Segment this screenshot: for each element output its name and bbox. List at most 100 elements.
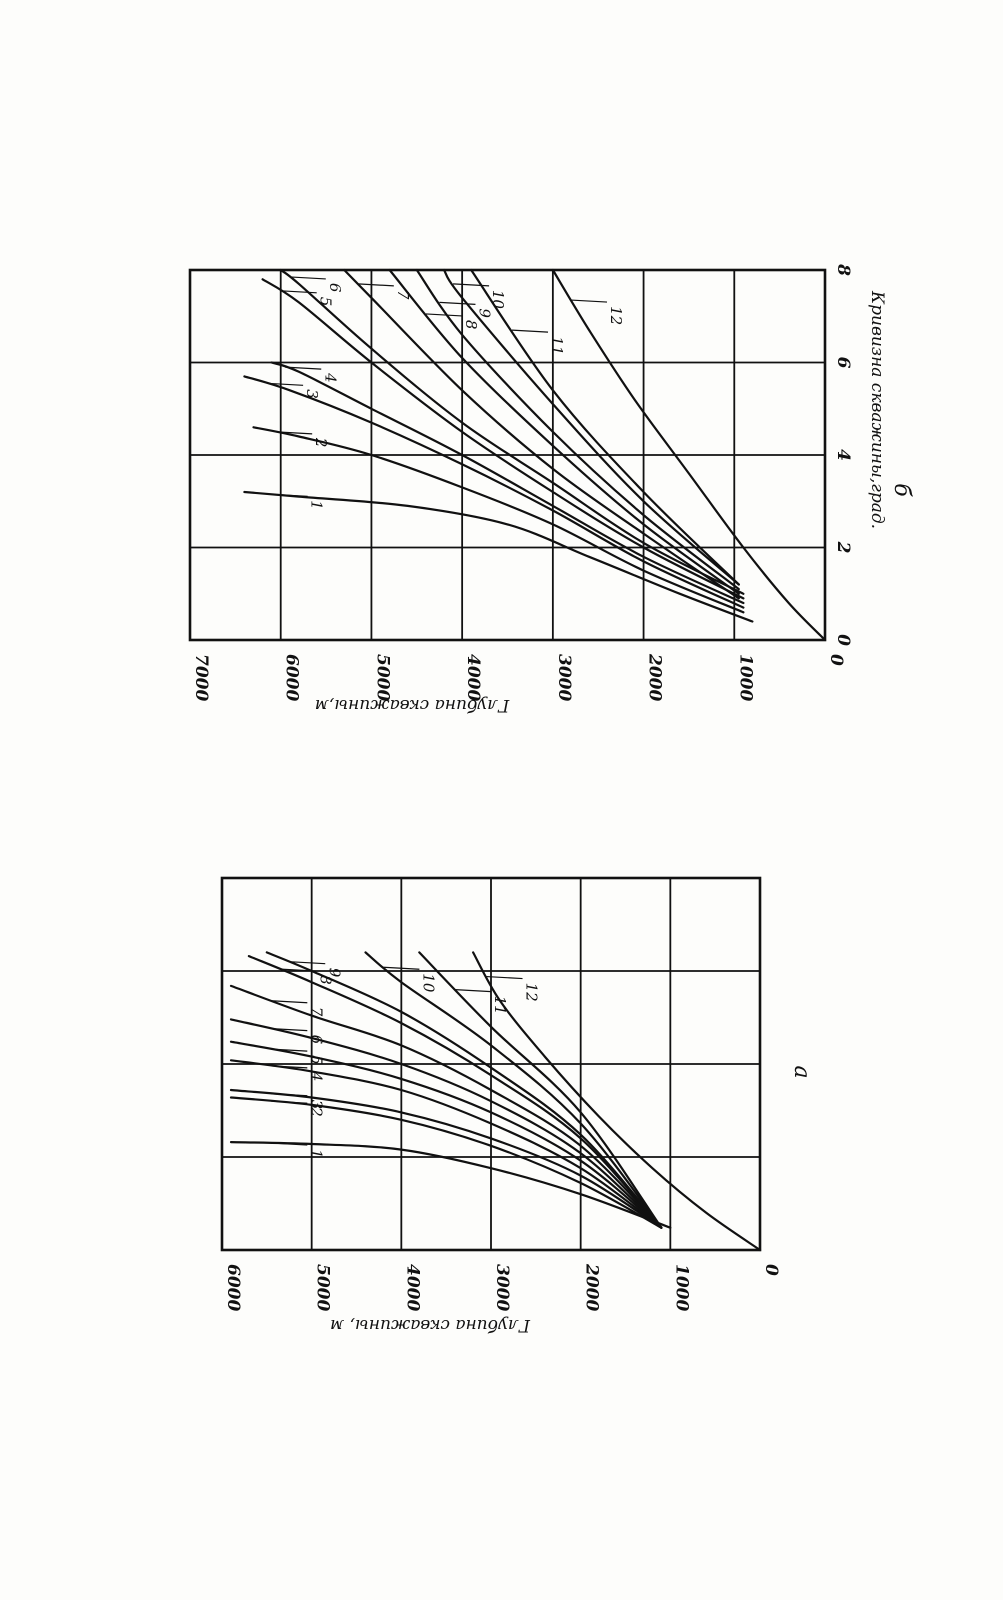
series-label: 1 <box>307 1149 325 1159</box>
series-label: 7 <box>394 290 412 300</box>
label-leader <box>383 966 420 970</box>
label-leader <box>271 1100 308 1104</box>
label-leader <box>439 301 476 305</box>
series-line-1 <box>243 490 754 623</box>
y-tick-label: 0 <box>826 654 846 666</box>
label-leader <box>280 968 317 972</box>
series-line-9 <box>415 268 740 591</box>
label-leader <box>289 276 326 280</box>
y-tick-label: 6000 <box>223 1264 243 1311</box>
y-axis-label-panel-a: Глубина скважины, м <box>330 1315 531 1335</box>
x-tick-label: 2 <box>833 541 853 554</box>
series-label: 12 <box>523 983 541 1002</box>
series-line-11 <box>418 951 663 1229</box>
label-leader <box>289 961 326 965</box>
label-leader <box>271 1142 308 1146</box>
series-line-5 <box>261 278 745 600</box>
series-line-9 <box>265 951 663 1229</box>
y-tick-label: 4000 <box>402 1264 422 1311</box>
series-label: 3 <box>307 1100 325 1110</box>
series-line-12 <box>551 268 827 642</box>
series-label: 5 <box>317 297 335 307</box>
y-tick-label: 7000 <box>191 654 211 701</box>
x-tick-label: 4 <box>833 449 853 461</box>
series-line-11 <box>470 268 740 586</box>
series-line-8 <box>247 955 663 1229</box>
series-label: 8 <box>462 320 480 330</box>
series-label: 9 <box>475 308 493 318</box>
label-leader <box>425 313 462 317</box>
y-tick-label: 2000 <box>582 1263 602 1311</box>
y-axis-label-panel-b: Глубина скважины,м <box>315 695 511 715</box>
y-tick-label: 4000 <box>463 654 483 701</box>
label-leader <box>512 329 549 333</box>
series-line-7 <box>229 984 663 1229</box>
y-tick-label: 3000 <box>492 1264 512 1311</box>
series-panel-b <box>243 268 827 642</box>
series-label: 1 <box>308 500 326 510</box>
series-label: 7 <box>307 1007 325 1017</box>
label-leader <box>271 1048 308 1052</box>
label-leader <box>271 493 308 497</box>
series-line-3 <box>229 1088 663 1229</box>
series-label: 4 <box>307 1071 325 1082</box>
label-leader <box>453 283 490 287</box>
series-label: 2 <box>312 437 330 448</box>
panel-label-a: а <box>789 1065 814 1078</box>
y-tick-label: 0 <box>761 1264 781 1276</box>
label-leader <box>280 290 317 294</box>
series-label: 9 <box>325 968 343 978</box>
series-line-5 <box>229 1040 663 1229</box>
series-line-1 <box>229 1141 672 1229</box>
label-leader <box>271 1000 308 1004</box>
series-line-6 <box>229 1018 663 1229</box>
series-line-8 <box>388 268 740 595</box>
y-tick-label: 3000 <box>554 654 574 701</box>
series-line-2 <box>229 1096 663 1229</box>
y-ticks-panel-a: 0 1000 2000 3000 4000 5000 6000 <box>223 1263 781 1311</box>
series-line-6 <box>279 268 745 595</box>
label-leader <box>455 989 492 993</box>
x-tick-label: 6 <box>833 357 853 369</box>
label-leader <box>271 1065 308 1069</box>
x-axis-label-panel-b: Кривизна скважины,град. <box>867 290 887 529</box>
series-label: 6 <box>307 1035 325 1045</box>
series-label: 8 <box>316 975 334 985</box>
y-tick-label: 5000 <box>372 654 392 701</box>
series-label: 11 <box>548 336 566 355</box>
series-line-10 <box>442 268 740 586</box>
label-leader <box>271 1028 308 1032</box>
series-line-2 <box>252 426 745 614</box>
series-label: 3 <box>303 389 321 399</box>
series-line-7 <box>343 268 740 600</box>
y-tick-label: 1000 <box>735 654 755 701</box>
series-label: 11 <box>491 996 509 1015</box>
series-line-10 <box>364 951 663 1229</box>
y-tick-label: 6000 <box>282 654 302 701</box>
label-leader <box>486 975 523 980</box>
series-label: 12 <box>607 306 625 325</box>
series-label: 5 <box>307 1055 325 1065</box>
x-tick-label: 0 <box>833 634 853 646</box>
panel-label-b: б <box>889 483 914 497</box>
y-tick-label: 2000 <box>645 653 665 701</box>
series-line-3 <box>243 375 745 609</box>
series-label: 6 <box>326 283 344 293</box>
label-leader <box>357 283 394 287</box>
label-leader <box>285 366 322 370</box>
label-leader <box>276 431 313 435</box>
ticks-panel-b: 0 1000 2000 3000 4000 5000 6000 7000 0 2 4 6 8 <box>191 263 853 701</box>
label-leader <box>267 382 304 386</box>
x-tick-label: 8 <box>833 263 853 276</box>
series-line-12 <box>472 951 762 1252</box>
label-leader <box>271 1093 308 1097</box>
y-tick-label: 5000 <box>313 1264 333 1311</box>
series-line-4 <box>229 1059 663 1229</box>
series-label: 4 <box>321 372 339 383</box>
